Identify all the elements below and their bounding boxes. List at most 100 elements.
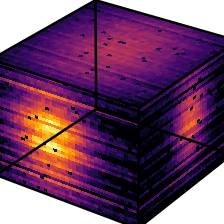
Point	[25, 115, 28, 119]
Point	[168, 90, 172, 94]
Point	[163, 69, 166, 72]
Point	[198, 90, 202, 94]
Point	[199, 75, 202, 79]
Point	[3, 95, 7, 99]
Point	[196, 98, 200, 101]
Point	[219, 79, 222, 82]
Point	[30, 90, 34, 94]
Point	[184, 131, 188, 134]
Point	[24, 131, 28, 134]
Point	[191, 77, 195, 80]
Point	[6, 158, 9, 162]
Point	[200, 71, 204, 74]
Point	[28, 145, 32, 149]
Point	[170, 100, 174, 104]
Point	[35, 121, 39, 125]
Point	[8, 128, 12, 131]
Point	[35, 123, 39, 127]
Point	[22, 106, 25, 110]
Point	[187, 123, 191, 127]
Point	[42, 116, 46, 119]
Point	[9, 88, 12, 92]
Point	[197, 88, 201, 92]
Point	[46, 143, 50, 146]
Point	[199, 109, 202, 113]
Point	[206, 73, 210, 77]
Point	[43, 83, 47, 87]
Point	[170, 83, 174, 86]
Point	[181, 87, 184, 91]
Point	[37, 128, 40, 132]
Point	[18, 122, 22, 125]
Point	[184, 78, 187, 82]
Point	[205, 101, 208, 104]
Point	[167, 76, 170, 80]
Point	[205, 95, 209, 99]
Point	[9, 115, 12, 118]
Point	[3, 107, 7, 110]
Point	[6, 98, 9, 101]
Point	[222, 98, 224, 101]
Point	[58, 105, 61, 108]
Point	[36, 108, 39, 111]
Point	[45, 72, 49, 76]
Point	[60, 113, 64, 117]
Point	[182, 92, 185, 96]
Point	[46, 112, 49, 115]
Point	[208, 88, 211, 91]
Point	[197, 100, 200, 103]
Point	[181, 94, 184, 97]
Point	[45, 123, 49, 127]
Point	[194, 93, 197, 97]
Point	[183, 89, 187, 92]
Point	[206, 94, 210, 98]
Point	[30, 82, 34, 86]
Point	[200, 96, 204, 100]
Point	[23, 124, 26, 127]
Point	[166, 102, 169, 106]
Point	[6, 103, 9, 106]
Point	[175, 96, 179, 99]
Point	[37, 101, 40, 104]
Point	[48, 122, 52, 125]
Point	[196, 102, 200, 105]
Point	[192, 93, 196, 96]
Point	[36, 108, 40, 112]
Point	[212, 86, 215, 90]
Point	[22, 102, 25, 105]
Point	[48, 111, 52, 114]
Point	[53, 104, 56, 108]
Point	[192, 113, 196, 116]
Point	[204, 77, 207, 80]
Point	[23, 103, 26, 107]
Point	[39, 92, 43, 96]
Point	[24, 150, 27, 153]
Point	[0, 131, 3, 134]
Point	[210, 86, 213, 89]
Point	[195, 124, 199, 128]
Point	[18, 112, 21, 116]
Point	[49, 146, 53, 149]
Point	[39, 119, 43, 122]
Point	[24, 122, 27, 125]
Point	[202, 99, 205, 102]
Point	[199, 74, 203, 78]
Point	[193, 95, 196, 99]
Point	[47, 117, 51, 121]
Point	[174, 104, 178, 108]
Point	[29, 120, 33, 124]
Point	[32, 71, 35, 74]
Point	[38, 107, 41, 110]
Point	[6, 158, 9, 162]
Point	[192, 77, 196, 81]
Point	[19, 138, 23, 142]
Point	[200, 90, 203, 93]
Point	[218, 91, 222, 95]
Point	[7, 107, 10, 111]
Point	[20, 118, 24, 121]
Point	[216, 111, 220, 115]
Point	[8, 101, 12, 105]
Point	[10, 105, 13, 109]
Point	[203, 82, 207, 86]
Point	[68, 157, 71, 161]
